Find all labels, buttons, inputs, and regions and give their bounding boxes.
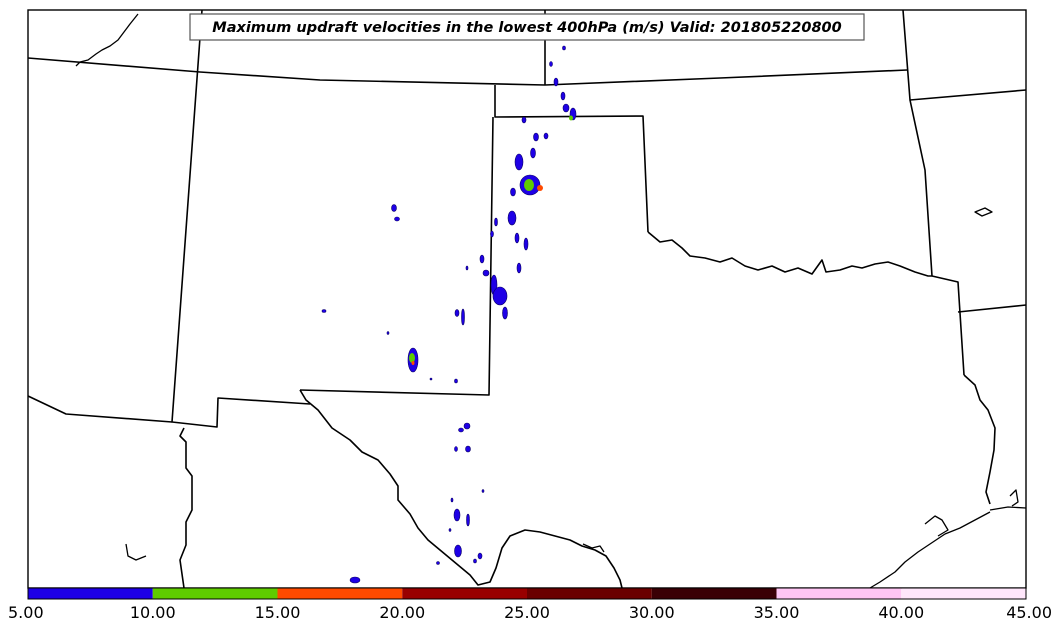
colorbar: 5.00 10.00 15.00 20.00 25.00 30.00 35.00 40.00 4… xyxy=(8,587,1052,622)
colorbar-bin-3 xyxy=(402,588,527,599)
colorbar-tick-label: 40.00 xyxy=(878,603,924,622)
colorbar-tick-label: 45.00 xyxy=(1006,603,1052,622)
colorbar-bin-1 xyxy=(152,588,278,599)
colorbar-tick-label: 10.00 xyxy=(130,603,176,622)
colorbar-bin-0 xyxy=(28,588,153,599)
map-frame xyxy=(27,9,1027,589)
colorbar-tick-label: 35.00 xyxy=(754,603,800,622)
title-box xyxy=(189,13,865,41)
colorbar-bin-4 xyxy=(527,588,652,599)
colorbar-tick-label: 5.00 xyxy=(8,603,44,622)
colorbar-tick-label: 20.00 xyxy=(379,603,425,622)
updraft-cells xyxy=(321,45,577,584)
colorbar-bin-5 xyxy=(651,588,777,599)
colorbar-tick-labels: 5.00 10.00 15.00 20.00 25.00 30.00 35.00 40.00 4… xyxy=(8,603,1052,622)
colorbar-outline xyxy=(27,587,1027,600)
coastlines xyxy=(75,13,1027,589)
colorbar-tick-label: 25.00 xyxy=(504,603,550,622)
colorbar-bin-6 xyxy=(776,588,902,599)
colorbar-bin-2 xyxy=(277,588,403,599)
colorbar-tick-label: 30.00 xyxy=(629,603,675,622)
map-title: Maximum updraft velocities in the lowest… xyxy=(189,13,865,41)
state-borders xyxy=(27,9,1027,589)
colorbar-tick-label: 15.00 xyxy=(255,603,301,622)
title-text: Maximum updraft velocities in the lowest… xyxy=(212,20,841,36)
colorbar-bins xyxy=(28,588,1026,599)
colorbar-bin-7 xyxy=(901,588,1026,599)
